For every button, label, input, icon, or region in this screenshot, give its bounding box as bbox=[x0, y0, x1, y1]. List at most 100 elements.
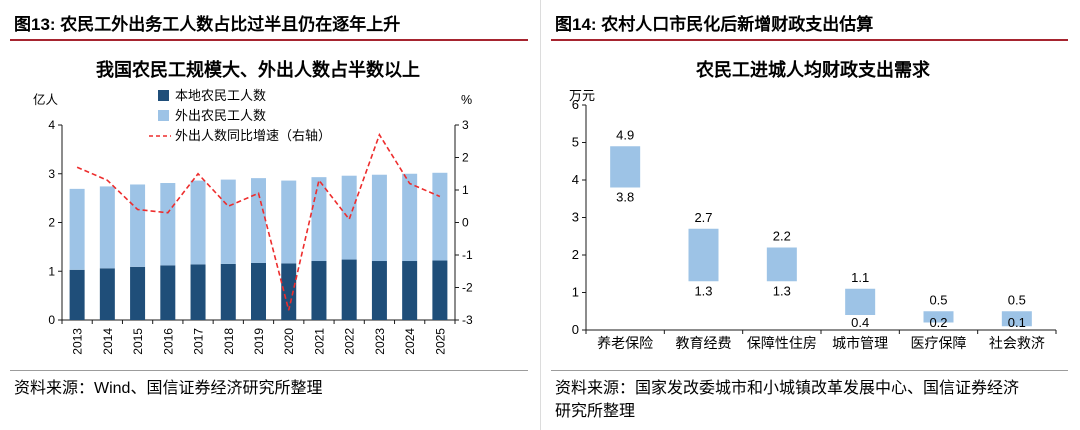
local-workers-bar bbox=[432, 260, 448, 320]
source-text-line2: 研究所整理 bbox=[555, 403, 636, 421]
range-bar bbox=[688, 228, 719, 282]
outgoing-workers-bar bbox=[190, 180, 206, 265]
stacked-bars bbox=[69, 172, 448, 320]
svg-text:%: % bbox=[461, 93, 472, 107]
svg-text:-1: -1 bbox=[462, 248, 473, 262]
figure-13-header: 图13: 农民工外出务工人数占比过半且仍在逐年上升 bbox=[14, 15, 401, 34]
range-bar bbox=[766, 247, 797, 282]
svg-text:0: 0 bbox=[572, 322, 579, 337]
local-workers-bar bbox=[220, 263, 236, 320]
outgoing-workers-bar bbox=[220, 179, 236, 264]
svg-text:农民工进城人均财政支出需求: 农民工进城人均财政支出需求 bbox=[695, 59, 931, 80]
outgoing-workers-bar bbox=[311, 177, 327, 262]
local-workers-bar bbox=[341, 259, 357, 320]
range-bar bbox=[1001, 311, 1032, 327]
svg-text:本地农民工人数: 本地农民工人数 bbox=[175, 88, 266, 103]
svg-text:保障性住房: 保障性住房 bbox=[747, 335, 817, 351]
local-workers-bar bbox=[402, 261, 418, 320]
figure-13-panel: 图13: 农民工外出务工人数占比过半且仍在逐年上升 我国农民工规模大、外出人数占… bbox=[10, 15, 528, 400]
growth-rate-line bbox=[76, 132, 441, 311]
local-workers-bar bbox=[160, 265, 176, 320]
svg-text:2017: 2017 bbox=[192, 328, 206, 355]
figure-14-source-rule bbox=[551, 370, 1068, 371]
svg-text:1: 1 bbox=[572, 285, 579, 300]
svg-text:3: 3 bbox=[48, 167, 55, 181]
outgoing-workers-bar bbox=[281, 180, 297, 264]
svg-text:1.3: 1.3 bbox=[773, 283, 791, 298]
figure-14-header-rule bbox=[551, 39, 1068, 41]
legend-swatch-outgoing bbox=[158, 110, 169, 121]
local-workers-bar bbox=[69, 269, 85, 320]
svg-text:2021: 2021 bbox=[312, 328, 326, 355]
svg-text:0.2: 0.2 bbox=[929, 315, 947, 330]
range-bars bbox=[610, 146, 1032, 327]
svg-text:2019: 2019 bbox=[252, 328, 266, 355]
svg-text:4: 4 bbox=[48, 118, 55, 132]
svg-text:-2: -2 bbox=[462, 281, 473, 295]
local-workers-bar bbox=[311, 261, 327, 320]
svg-text:5: 5 bbox=[572, 135, 579, 150]
svg-text:0: 0 bbox=[462, 216, 469, 230]
outgoing-workers-bar bbox=[160, 183, 176, 266]
svg-text:外出人数同比增速（右轴）: 外出人数同比增速（右轴） bbox=[175, 128, 331, 143]
svg-text:养老保险: 养老保险 bbox=[597, 335, 653, 351]
svg-text:1.3: 1.3 bbox=[694, 283, 712, 298]
svg-text:2020: 2020 bbox=[282, 328, 296, 355]
local-workers-bar bbox=[99, 268, 115, 320]
svg-text:外出农民工人数: 外出农民工人数 bbox=[175, 108, 266, 123]
figure-14-header: 图14: 农村人口市民化后新增财政支出估算 bbox=[555, 15, 874, 34]
figure-14-source: 资料来源：国家发改委城市和小城镇改革发展中心、国信证券经济 研究所整理 bbox=[555, 377, 1068, 423]
svg-text:2023: 2023 bbox=[373, 328, 387, 355]
svg-text:4: 4 bbox=[572, 172, 579, 187]
local-workers-bar bbox=[190, 264, 206, 320]
range-bar bbox=[610, 146, 641, 188]
svg-text:2014: 2014 bbox=[101, 328, 115, 355]
outgoing-workers-bar bbox=[251, 178, 266, 263]
panel-divider bbox=[540, 0, 541, 430]
svg-text:万元: 万元 bbox=[569, 88, 595, 103]
svg-text:2022: 2022 bbox=[343, 328, 357, 355]
outgoing-workers-bar bbox=[69, 188, 85, 270]
outgoing-workers-bar bbox=[371, 174, 387, 262]
svg-text:我国农民工规模大、外出人数占半数以上: 我国农民工规模大、外出人数占半数以上 bbox=[96, 59, 420, 80]
outgoing-workers-bar bbox=[402, 173, 418, 262]
svg-text:医疗保障: 医疗保障 bbox=[911, 335, 967, 351]
category-labels: 养老保险 教育经费 保障性住房 城市管理 医疗保障 社会救济 bbox=[597, 335, 1045, 351]
outgoing-workers-bar bbox=[432, 172, 448, 261]
svg-text:6: 6 bbox=[572, 97, 579, 112]
svg-text:2016: 2016 bbox=[161, 328, 175, 355]
figure-13-source: 资料来源：Wind、国信证券经济研究所整理 bbox=[14, 377, 528, 400]
svg-text:城市管理: 城市管理 bbox=[832, 335, 888, 351]
range-bar bbox=[923, 311, 954, 323]
figure-13-header-rule bbox=[10, 39, 528, 41]
svg-text:0: 0 bbox=[48, 313, 55, 327]
svg-text:2.2: 2.2 bbox=[773, 229, 791, 244]
svg-text:2015: 2015 bbox=[131, 328, 145, 355]
local-workers-bar bbox=[251, 262, 266, 320]
data-labels: 4.9 3.8 2.7 1.3 2.2 1.3 1.1 0.4 0.5 0.2 0.5 0.1 bbox=[616, 127, 1026, 330]
svg-text:2024: 2024 bbox=[403, 328, 417, 355]
figure-14-panel: 图14: 农村人口市民化后新增财政支出估算 农民工进城人均财政支出需求万元 0 1 2… bbox=[541, 0, 1080, 430]
source-text-line1: 资料来源：国家发改委城市和小城镇改革发展中心、国信证券经济 bbox=[555, 380, 1020, 397]
legend-swatch-local bbox=[158, 90, 169, 101]
svg-text:2: 2 bbox=[572, 247, 579, 262]
outgoing-workers-bar bbox=[130, 184, 146, 267]
range-bar bbox=[845, 288, 876, 315]
svg-text:1: 1 bbox=[48, 264, 55, 278]
svg-text:4.9: 4.9 bbox=[616, 127, 634, 142]
svg-text:社会救济: 社会救济 bbox=[989, 335, 1045, 351]
outgoing-workers-bar bbox=[99, 186, 115, 269]
svg-text:2.7: 2.7 bbox=[694, 210, 712, 225]
tick-labels: 0 1 2 3 4 5 6 bbox=[572, 97, 579, 337]
local-workers-bar bbox=[130, 266, 146, 320]
svg-text:0.5: 0.5 bbox=[1008, 292, 1026, 307]
svg-text:0.5: 0.5 bbox=[929, 292, 947, 307]
svg-text:3: 3 bbox=[462, 118, 469, 132]
svg-text:2: 2 bbox=[48, 216, 55, 230]
svg-text:3.8: 3.8 bbox=[616, 190, 634, 205]
svg-text:2013: 2013 bbox=[71, 328, 85, 355]
